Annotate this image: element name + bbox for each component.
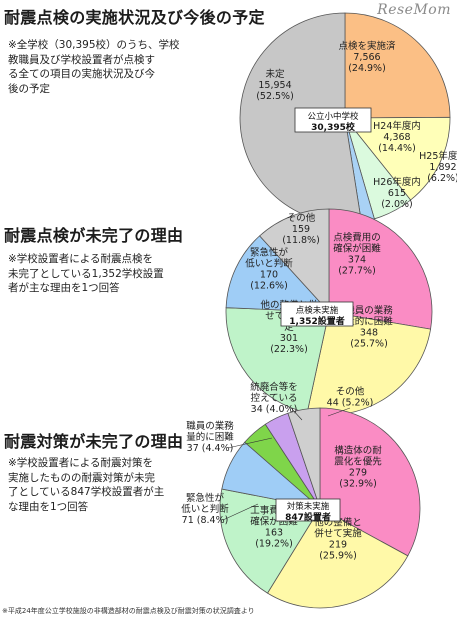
- slice-value-label: (11.8%): [282, 235, 320, 246]
- slice-value-label: 34 (4.0%): [251, 404, 298, 415]
- chart2-note: ※学校設置者による耐震点検を 未完了としている1,352学校設置 者が主な理由を…: [8, 253, 164, 294]
- slice-name-label: 緊急性が: [250, 247, 289, 259]
- slice-value-label: (24.9%): [348, 63, 386, 74]
- slice-value-label: (12.6%): [250, 281, 288, 292]
- slice-value-label: 170: [260, 270, 278, 281]
- pie-slice: [344, 116, 451, 201]
- pie-slice: [328, 208, 433, 330]
- chart3-title: 耐震対策が未完了の理由: [4, 432, 184, 451]
- slice-value-label: 1,892: [429, 162, 456, 173]
- pie-slice: [319, 407, 421, 557]
- chart1-title: 耐震点検の実施状況及び今後の予定: [4, 8, 265, 27]
- center-label-title: 公立小中学校: [307, 111, 359, 122]
- slice-value-label: 71 (8.4%): [182, 515, 229, 526]
- resemom-logo: ReseMom: [377, 2, 451, 18]
- center-label-box: [294, 107, 372, 133]
- slice-name-label: 職員の業務: [186, 420, 234, 432]
- pie-slice: [225, 235, 330, 313]
- slice-value-label: (25.9%): [319, 551, 357, 562]
- chart3-note: ※学校設置者による耐震対策を 実施したものの耐震対策が未完 了としている847学…: [8, 457, 165, 513]
- leader-line: [291, 408, 303, 421]
- leader-line: [327, 407, 351, 417]
- pie-chart-3: 構造体の耐震化を優先279(32.9%)他の整備と併せて実施219(25.9%)…: [181, 381, 421, 609]
- pie-slice: [344, 12, 451, 119]
- slice-value-label: 301: [280, 333, 298, 344]
- slice-value-label: 15,954: [258, 80, 291, 91]
- center-label-count: 847設置者: [285, 511, 331, 523]
- slice-value-label: 159: [292, 224, 310, 235]
- source-footnote: ※平成24年度公立学校施設の非構造部材の耐震点検及び耐震対策の状況調査より: [2, 607, 255, 615]
- slice-value-label: 163: [265, 528, 283, 539]
- slice-name-label: H25年度内: [419, 150, 457, 162]
- leader-line: [227, 437, 273, 449]
- slice-name-label: その他: [287, 212, 316, 224]
- center-label-title: 対策未実施: [287, 501, 330, 512]
- slice-name-label: 緊急性が: [186, 492, 225, 504]
- chart2-title: 耐震点検が未完了の理由: [4, 226, 184, 245]
- slice-name-label: H24年度内: [373, 120, 421, 132]
- slice-name-label: 点検費用の: [333, 232, 381, 244]
- chart1-note: ※全学校（30,395校）のうち、学校 教職員及び学校設置者が点検す る全ての項…: [8, 39, 180, 95]
- slice-value-label: (27.7%): [338, 266, 376, 277]
- slice-value-label: (32.9%): [339, 479, 377, 490]
- pie-slice: [225, 307, 330, 414]
- slice-name-label: 量的に困難: [345, 316, 393, 328]
- slice-value-label: 44 (5.2%): [327, 398, 374, 409]
- slice-name-label: 確保が困難: [333, 243, 381, 255]
- slice-name-label: 定: [284, 321, 294, 333]
- slice-value-label: (52.5%): [256, 91, 294, 102]
- slice-value-label: 615: [388, 188, 406, 199]
- slice-name-label: 震化を優先: [334, 456, 382, 468]
- slice-name-label: 構造体の耐: [334, 445, 382, 457]
- center-label-count: 30,395校: [311, 121, 356, 133]
- pie-slice: [287, 407, 321, 509]
- slice-value-label: 7,566: [353, 52, 380, 63]
- pie-slice: [266, 507, 409, 609]
- slice-value-label: (2.0%): [381, 199, 413, 210]
- center-label-title: 点検未実施: [296, 305, 339, 316]
- slice-name-label: 控えている: [250, 392, 297, 404]
- slice-value-label: (22.3%): [270, 344, 308, 355]
- slice-value-label: 37 (4.4%): [187, 443, 234, 454]
- slice-name-label: その他: [336, 386, 365, 398]
- slice-value-label: 348: [360, 328, 378, 339]
- center-label-box: [280, 301, 354, 327]
- slice-name-label: 量的に困難: [186, 431, 234, 443]
- slice-value-label: 374: [348, 255, 366, 266]
- slice-name-label: 未定: [265, 68, 285, 80]
- slice-name-label: 低いと判断: [245, 258, 293, 270]
- slice-name-label: 統廃合等を: [250, 381, 298, 393]
- slice-value-label: 279: [349, 468, 367, 479]
- slice-value-label: (19.2%): [255, 539, 293, 550]
- slice-value-label: (6.2%): [427, 173, 457, 184]
- pie-slice: [259, 208, 330, 314]
- slice-name-label: 併せて実施: [314, 528, 362, 540]
- leader-line: [222, 503, 259, 521]
- center-label-count: 1,352設置者: [289, 315, 344, 327]
- slice-name-label: H26年度内: [373, 176, 421, 188]
- slice-name-label: 低いと判断: [181, 503, 229, 515]
- center-label-box: [275, 498, 341, 522]
- slice-value-label: 4,368: [383, 132, 410, 143]
- slice-value-label: 219: [329, 540, 347, 551]
- slice-value-label: (25.7%): [350, 339, 388, 350]
- slice-name-label: 点検を実施済: [338, 40, 396, 52]
- slice-value-label: (14.4%): [378, 143, 416, 154]
- slice-name-label: 職員の業務: [345, 305, 393, 317]
